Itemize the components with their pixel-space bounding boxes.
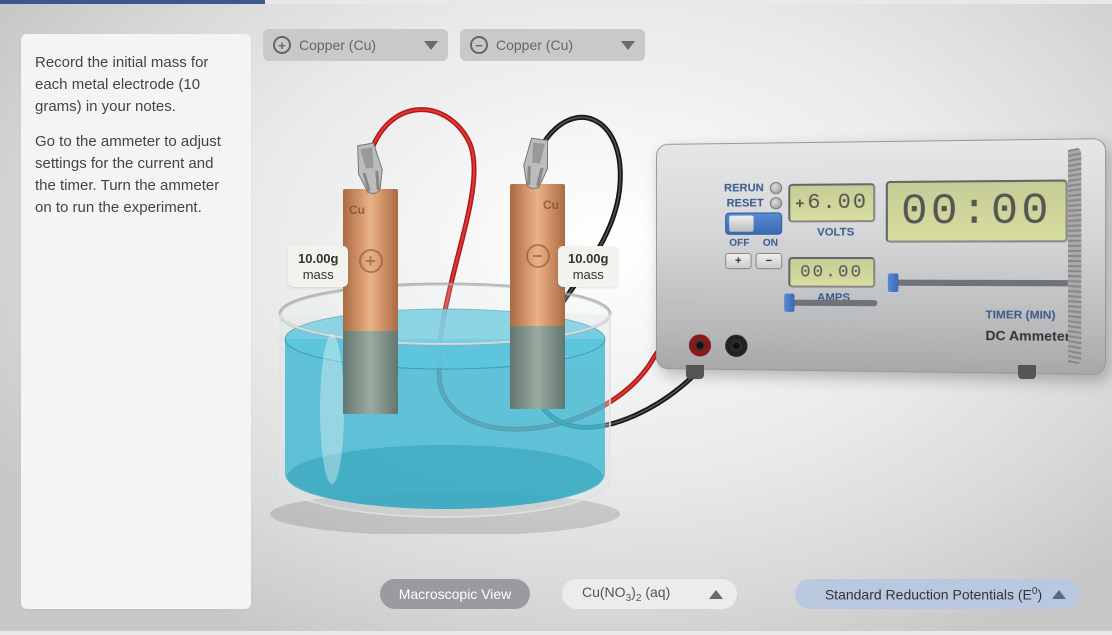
cathode-mass-caption: mass xyxy=(568,267,608,283)
volts-display: + 6.00 xyxy=(788,183,875,222)
device-label: DC Ammeter xyxy=(985,328,1070,344)
anode-element-symbol: Cu xyxy=(349,203,365,217)
cathode-element-symbol: Cu xyxy=(543,198,559,212)
rerun-led-icon xyxy=(770,182,782,194)
negative-jack xyxy=(725,335,747,357)
cathode-material-label: Copper (Cu) xyxy=(496,37,573,53)
anode-material-label: Copper (Cu) xyxy=(299,37,376,53)
amps-display: 00.00 xyxy=(788,257,875,288)
anode-material-dropdown[interactable]: + Copper (Cu) xyxy=(263,29,448,61)
instruction-panel: Record the initial mass for each metal e… xyxy=(21,34,251,609)
ammeter-side-grille xyxy=(1068,147,1081,364)
instruction-text-1: Record the initial mass for each metal e… xyxy=(35,52,237,117)
timer-label: TIMER (MIN) xyxy=(985,309,1055,322)
anode-mass-value: 10.00g xyxy=(298,251,338,267)
anode-charge-symbol: + xyxy=(359,249,383,273)
cathode-mass-label: 10.00g mass xyxy=(558,246,618,287)
simulation-stage: Record the initial mass for each metal e… xyxy=(0,4,1112,631)
timer-reading: 00:00 xyxy=(901,186,1052,237)
cathode-electrode: Cu − xyxy=(510,184,565,409)
anode-submerged xyxy=(343,331,398,414)
off-label: OFF xyxy=(729,238,749,249)
power-toggle[interactable] xyxy=(725,212,782,234)
amps-slider[interactable] xyxy=(784,300,877,307)
positive-jack xyxy=(689,334,711,356)
volts-minus-button[interactable]: − xyxy=(756,253,783,269)
macroscopic-view-button[interactable]: Macroscopic View xyxy=(380,579,530,609)
chevron-down-icon xyxy=(621,41,635,50)
srp-panel-button[interactable]: Standard Reduction Potentials (E0) xyxy=(795,579,1080,609)
ammeter-control-panel: RERUN RESET OFF ON + − xyxy=(683,182,782,269)
reset-label: RESET xyxy=(727,197,764,209)
chevron-down-icon xyxy=(424,41,438,50)
volts-reading: 6.00 xyxy=(807,191,868,215)
ammeter-foot xyxy=(686,365,704,379)
anode-alligator-clip xyxy=(346,139,395,200)
anode-electrode: Cu + xyxy=(343,189,398,414)
cathode-mass-value: 10.00g xyxy=(568,251,608,267)
solution-dropdown[interactable]: Cu(NO3)2 (aq) xyxy=(562,579,737,609)
minus-sign-icon: − xyxy=(470,36,488,54)
volts-plus-button[interactable]: + xyxy=(725,253,751,269)
timer-display: 00:00 xyxy=(886,179,1068,242)
plus-sign-icon: + xyxy=(273,36,291,54)
on-label: ON xyxy=(763,238,778,249)
anode-mass-caption: mass xyxy=(298,267,338,283)
instruction-text-2: Go to the ammeter to adjust settings for… xyxy=(35,131,237,218)
dc-ammeter: RERUN RESET OFF ON + − + xyxy=(656,144,1086,369)
timer-slider-thumb[interactable] xyxy=(888,273,899,292)
ammeter-body: RERUN RESET OFF ON + − + xyxy=(656,138,1106,375)
off-on-labels: OFF ON xyxy=(725,238,782,249)
volts-sign: + xyxy=(795,194,806,211)
rerun-label: RERUN xyxy=(724,182,764,194)
cathode-submerged xyxy=(510,326,565,409)
timer-slider[interactable] xyxy=(888,280,1070,287)
beaker xyxy=(260,269,630,534)
reset-button[interactable]: RESET xyxy=(683,197,782,210)
amps-reading: 00.00 xyxy=(800,263,863,283)
cathode-charge-symbol: − xyxy=(526,244,550,268)
srp-label: Standard Reduction Potentials (E0) xyxy=(825,586,1042,603)
chevron-up-icon xyxy=(709,590,723,599)
chevron-up-icon xyxy=(1052,590,1066,599)
amps-slider-thumb[interactable] xyxy=(784,294,794,312)
reset-led-icon xyxy=(770,197,782,209)
anode-mass-label: 10.00g mass xyxy=(288,246,348,287)
solution-formula: Cu(NO3)2 (aq) xyxy=(582,584,670,604)
cathode-alligator-clip xyxy=(512,134,559,194)
macroscopic-view-label: Macroscopic View xyxy=(399,586,512,602)
volts-label: VOLTS xyxy=(817,226,854,238)
ammeter-foot xyxy=(1018,365,1036,379)
cathode-material-dropdown[interactable]: − Copper (Cu) xyxy=(460,29,645,61)
rerun-button[interactable]: RERUN xyxy=(683,182,782,195)
